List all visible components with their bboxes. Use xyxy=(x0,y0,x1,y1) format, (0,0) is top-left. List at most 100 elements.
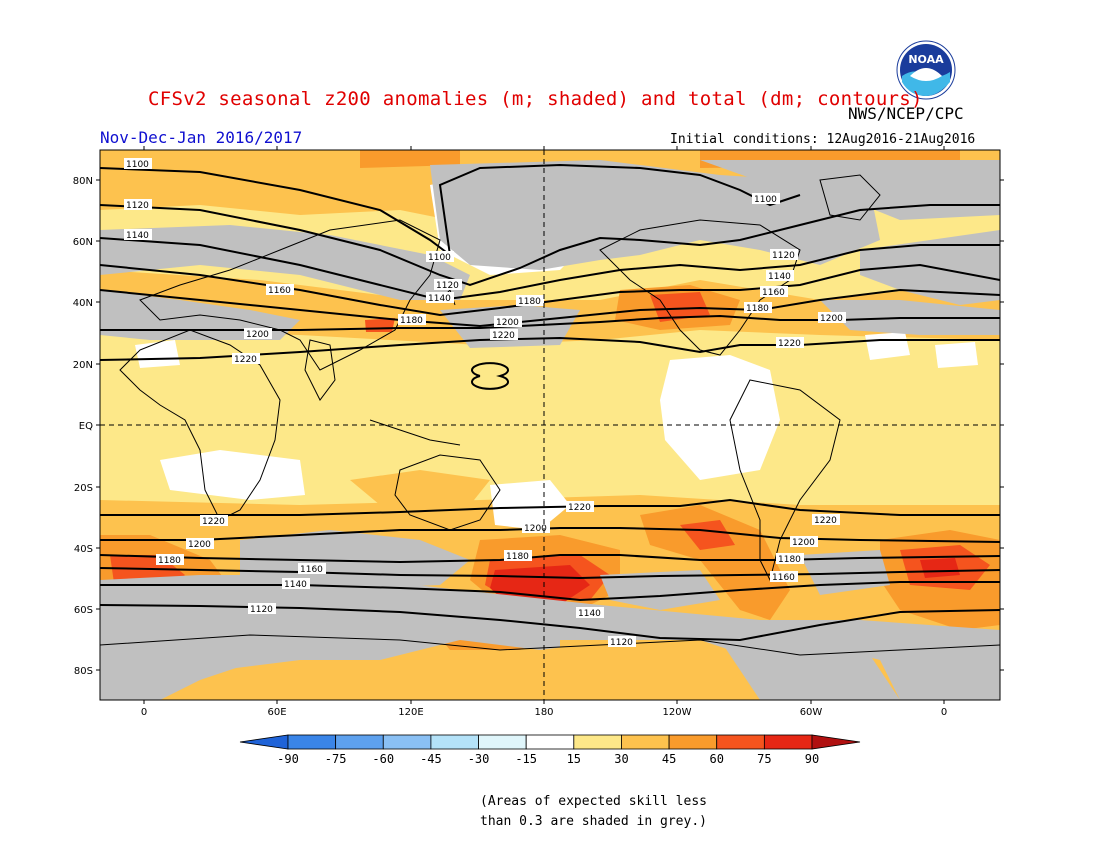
contour-label: 1120 xyxy=(770,249,798,261)
contour-label: 1160 xyxy=(266,284,294,296)
colorbar-tick-label: -75 xyxy=(325,752,347,766)
colorbar-tick-label: -60 xyxy=(372,752,394,766)
svg-text:1100: 1100 xyxy=(428,253,451,263)
lat-label: 40S xyxy=(74,544,93,555)
contour-label: 1220 xyxy=(776,337,804,349)
svg-text:1200: 1200 xyxy=(188,540,211,550)
svg-text:1220: 1220 xyxy=(202,517,225,527)
lat-label: 60N xyxy=(73,237,93,248)
colorbar-box xyxy=(382,734,432,750)
svg-text:1180: 1180 xyxy=(746,304,769,314)
svg-text:1160: 1160 xyxy=(772,573,795,583)
contour-label: 1140 xyxy=(282,578,310,590)
colorbar-box xyxy=(430,734,479,750)
contour-label: 1160 xyxy=(770,571,798,583)
contour-label: 1180 xyxy=(156,554,184,566)
colorbar-arrow-high xyxy=(811,734,861,750)
svg-text:1200: 1200 xyxy=(246,330,269,340)
colorbar-tick-label: -45 xyxy=(420,752,442,766)
map-panel: 1100 1120 1140 1160 1200 1220 1100 1120 … xyxy=(100,150,1000,700)
svg-text:1220: 1220 xyxy=(234,355,257,365)
lat-label: 80N xyxy=(73,176,93,187)
lon-label: 120E xyxy=(398,707,423,718)
svg-text:1180: 1180 xyxy=(506,552,529,562)
colorbar-box xyxy=(335,734,384,750)
colorbar-tick-label: 45 xyxy=(662,752,676,766)
colorbar-tick-label: 30 xyxy=(614,752,628,766)
longitude-labels: 0 60E 120E 180 120W 60W 0 xyxy=(141,707,947,718)
svg-text:1160: 1160 xyxy=(762,288,785,298)
lon-label: 0 xyxy=(141,707,147,718)
svg-text:1200: 1200 xyxy=(820,314,843,324)
contour-label: 1200 xyxy=(494,316,522,328)
agency-label: NWS/NCEP/CPC xyxy=(848,104,964,123)
contour-label: 1220 xyxy=(490,329,518,341)
contour-label: 1100 xyxy=(752,193,780,205)
lat-label: 80S xyxy=(74,666,93,677)
colorbar-arrow-low xyxy=(239,734,289,750)
svg-text:1120: 1120 xyxy=(436,281,459,291)
contour-label: 1140 xyxy=(766,270,794,282)
contour-label: 1180 xyxy=(744,302,772,314)
contour-label: 1220 xyxy=(812,514,840,526)
svg-text:NOAA: NOAA xyxy=(908,53,944,66)
colorbar-tick-label: 90 xyxy=(805,752,819,766)
contour-label: 1140 xyxy=(124,229,152,241)
colorbar-box xyxy=(287,734,337,750)
colorbar-box xyxy=(668,734,718,750)
contour-label: 1200 xyxy=(522,522,550,534)
colorbar-box xyxy=(716,734,765,750)
svg-text:1140: 1140 xyxy=(578,609,601,619)
svg-text:1160: 1160 xyxy=(268,286,291,296)
colorbar-tick-label: 15 xyxy=(567,752,581,766)
contour-label: 1200 xyxy=(186,538,214,550)
svg-text:1180: 1180 xyxy=(778,555,801,565)
svg-text:1200: 1200 xyxy=(496,318,519,328)
colorbar-box xyxy=(525,734,575,750)
colorbar-tick-label: -15 xyxy=(515,752,537,766)
contour-label: 1200 xyxy=(790,536,818,548)
contour-labels: 1100 1120 1140 1160 1200 1220 1100 1120 … xyxy=(124,158,846,648)
contour-label: 1220 xyxy=(200,515,228,527)
contour-label: 1200 xyxy=(818,312,846,324)
svg-text:1100: 1100 xyxy=(126,160,149,170)
lat-label: 40N xyxy=(73,298,93,309)
contour-label: 1180 xyxy=(398,314,426,326)
colorbar-tick-label: 60 xyxy=(710,752,724,766)
colorbar-tick-label: 75 xyxy=(757,752,771,766)
svg-text:1120: 1120 xyxy=(126,201,149,211)
contour-label: 1140 xyxy=(576,607,604,619)
lon-label: 60W xyxy=(800,707,823,718)
svg-text:1160: 1160 xyxy=(300,565,323,575)
lat-label: EQ xyxy=(79,421,93,432)
noaa-logo: NOAA xyxy=(896,40,956,100)
contour-label: 1100 xyxy=(426,251,454,263)
season-label: Nov-Dec-Jan 2016/2017 xyxy=(100,128,303,147)
anomaly-75-90 xyxy=(490,558,960,605)
contour-label: 1180 xyxy=(776,553,804,565)
lat-label: 20S xyxy=(74,483,93,494)
svg-text:1220: 1220 xyxy=(568,503,591,513)
contour-label: 1160 xyxy=(298,563,326,575)
longitude-axis xyxy=(143,146,945,704)
colorbar-box xyxy=(763,734,813,750)
svg-text:1140: 1140 xyxy=(126,231,149,241)
contour-label: 1220 xyxy=(566,501,594,513)
svg-text:1220: 1220 xyxy=(492,331,515,341)
svg-text:1120: 1120 xyxy=(250,605,273,615)
contour-label: 1120 xyxy=(434,279,462,291)
colorbar-box xyxy=(478,734,527,750)
contour-label: 1160 xyxy=(760,286,788,298)
contour-label: 1120 xyxy=(608,636,636,648)
lon-label: 180 xyxy=(534,707,553,718)
lon-label: 60E xyxy=(267,707,286,718)
colorbar-tick-label: -30 xyxy=(468,752,490,766)
lat-label: 20N xyxy=(73,360,93,371)
svg-text:1220: 1220 xyxy=(778,339,801,349)
svg-text:1180: 1180 xyxy=(158,556,181,566)
lon-label: 0 xyxy=(941,707,947,718)
svg-text:1140: 1140 xyxy=(768,272,791,282)
colorbar-box xyxy=(621,734,670,750)
contour-label: 1100 xyxy=(124,158,152,170)
